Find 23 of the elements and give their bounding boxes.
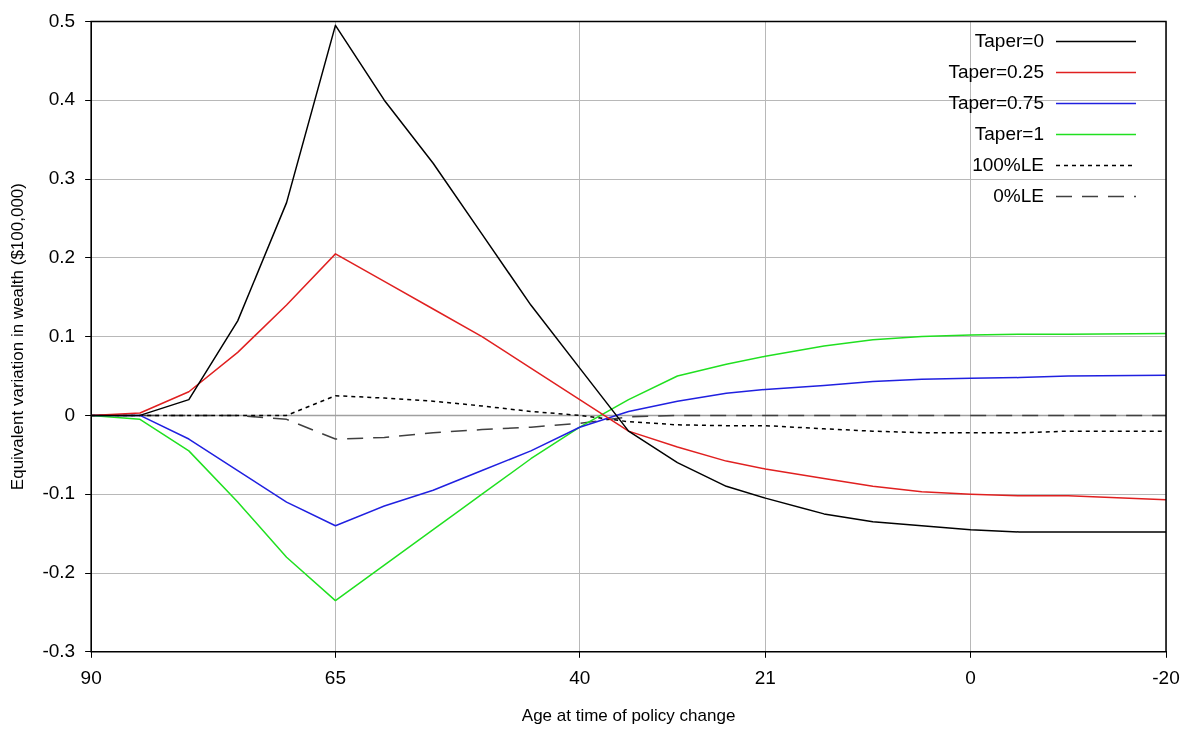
y-tick-label: 0 xyxy=(64,403,76,425)
x-tick-label: 0 xyxy=(965,667,976,689)
legend-label: Taper=0 xyxy=(974,29,1044,51)
legend-label: Taper=1 xyxy=(974,122,1044,144)
y-axis-title: Equivalent variation in wealth ($100,000) xyxy=(7,183,27,491)
legend-label: Taper=0.25 xyxy=(948,60,1044,82)
y-tick-label: 0.2 xyxy=(48,246,76,268)
legend-label: Taper=0.75 xyxy=(948,91,1044,113)
x-tick-label: 90 xyxy=(80,667,102,689)
legend-label: 100%LE xyxy=(972,153,1044,175)
y-tick-label: -0.1 xyxy=(42,482,76,504)
x-axis-title: Age at time of policy change xyxy=(521,706,736,726)
y-tick-label: 0.1 xyxy=(48,324,76,346)
x-tick-label: 65 xyxy=(324,667,346,689)
x-tick-label: 21 xyxy=(754,667,776,689)
x-tick-label: -20 xyxy=(1152,667,1180,689)
y-tick-label: -0.3 xyxy=(42,640,76,662)
y-tick-label: -0.2 xyxy=(42,561,76,583)
y-tick-label: 0.3 xyxy=(48,167,76,189)
legend-label: 0%LE xyxy=(993,184,1044,206)
y-tick-label: 0.5 xyxy=(48,9,76,31)
x-tick-label: 40 xyxy=(569,667,591,689)
y-tick-label: 0.4 xyxy=(48,88,76,110)
